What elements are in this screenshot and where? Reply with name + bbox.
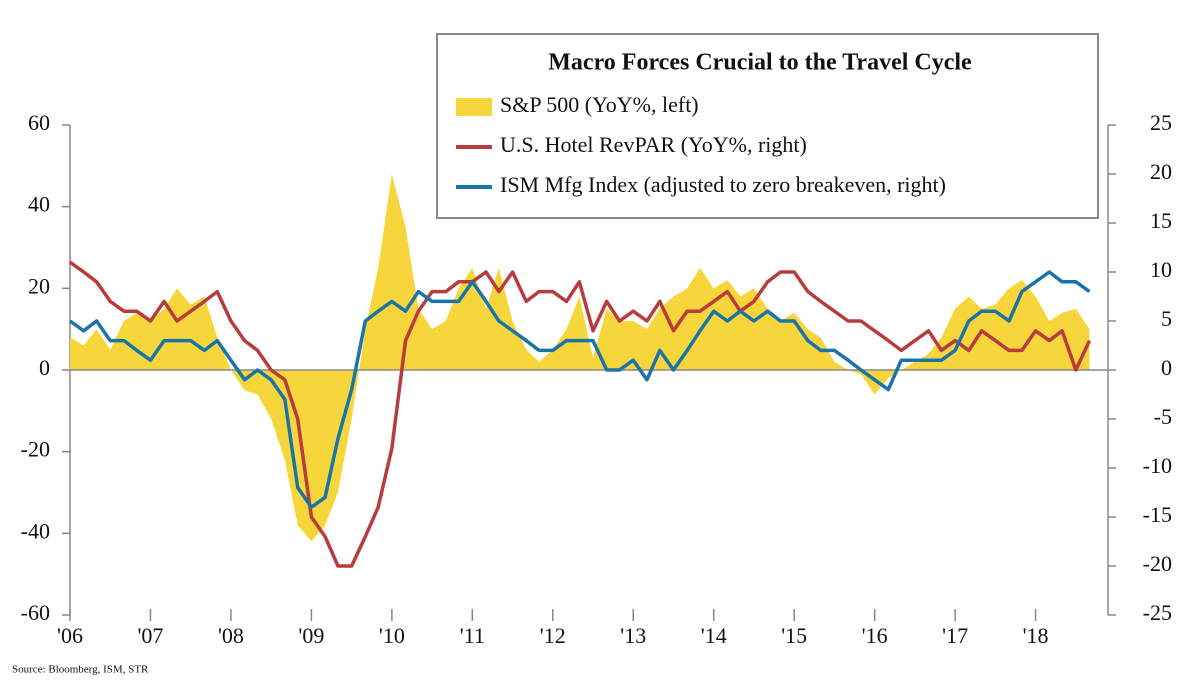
y2-tick-label: -15 <box>1143 502 1172 527</box>
y2-tick-label: -5 <box>1154 404 1172 429</box>
x-tick-label: '15 <box>781 623 807 648</box>
y2-tick-label: 0 <box>1161 355 1172 380</box>
legend-swatch <box>456 98 492 116</box>
x-tick-label: '16 <box>862 623 888 648</box>
y2-tick-label: 15 <box>1150 208 1172 233</box>
y2-tick-label: 5 <box>1161 306 1172 331</box>
x-tick-label: '08 <box>218 623 244 648</box>
line <box>68 260 1092 568</box>
y-tick-label: -20 <box>21 437 50 462</box>
x-tick-label: '18 <box>1023 623 1049 648</box>
legend-label: S&P 500 (YoY%, left) <box>500 92 699 117</box>
x-tick-label: '07 <box>137 623 163 648</box>
y-tick-label: 60 <box>28 110 50 135</box>
x-tick-label: '17 <box>942 623 968 648</box>
y-tick-label: 0 <box>39 355 50 380</box>
x-tick-label: '13 <box>620 623 646 648</box>
y2-tick-label: 25 <box>1150 110 1172 135</box>
y2-tick-label: 10 <box>1150 257 1172 282</box>
x-tick-label: '12 <box>540 623 566 648</box>
y2-tick-label: -10 <box>1143 453 1172 478</box>
legend-label: ISM Mfg Index (adjusted to zero breakeve… <box>500 172 946 197</box>
chart-title: Macro Forces Crucial to the Travel Cycle <box>548 50 972 76</box>
area <box>70 174 1090 542</box>
line <box>68 270 1091 509</box>
y2-tick-label: -25 <box>1143 600 1172 625</box>
legend-box <box>436 33 1099 219</box>
y-tick-label: 40 <box>28 192 50 217</box>
y2-tick-label: 20 <box>1150 159 1172 184</box>
x-tick-label: '06 <box>57 623 83 648</box>
x-tick-label: '11 <box>460 623 485 648</box>
y2-tick-label: -20 <box>1143 551 1172 576</box>
x-tick-label: '09 <box>298 623 324 648</box>
x-tick-label: '10 <box>379 623 405 648</box>
y-tick-label: -40 <box>21 518 50 543</box>
legend-label: U.S. Hotel RevPAR (YoY%, right) <box>500 132 807 157</box>
y-tick-label: 20 <box>28 273 50 298</box>
y-tick-label: -60 <box>21 600 50 625</box>
source-note: Source: Bloomberg, ISM, STR <box>12 664 149 676</box>
x-tick-label: '14 <box>701 623 727 648</box>
